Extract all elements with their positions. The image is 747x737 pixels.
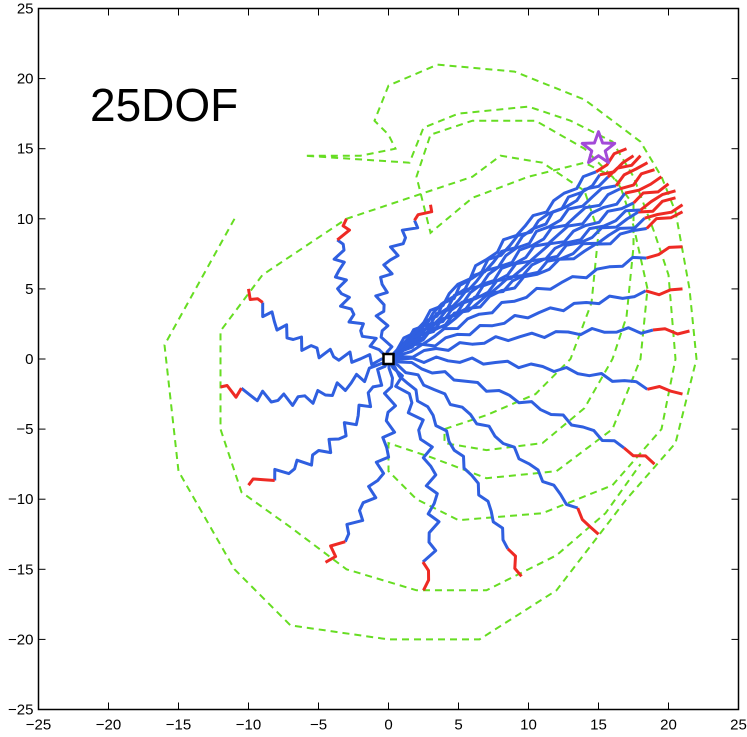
x-tick-label: 25 (730, 717, 747, 734)
trajectory-tip (624, 175, 663, 195)
y-tick-label: 15 (17, 141, 34, 158)
trajectory-line (387, 208, 641, 361)
trajectory-line (261, 302, 389, 367)
trajectory-tip (644, 203, 684, 220)
x-tick-label: 15 (590, 717, 607, 734)
chart-title: 25DOF (90, 79, 238, 131)
trajectory-tip (645, 210, 684, 230)
boundary-line (163, 63, 698, 641)
trajectory-line (387, 170, 597, 361)
y-tick-label: −15 (8, 561, 33, 578)
trajectory-line (374, 219, 420, 360)
y-tick-label: −20 (8, 631, 33, 648)
trajectory-tip (645, 287, 683, 297)
y-tick-label: −25 (8, 702, 33, 719)
trajectory-tip (506, 547, 523, 578)
trajectory-line (343, 358, 397, 543)
trajectory-tip (619, 168, 655, 191)
x-tick-label: 10 (520, 717, 537, 734)
x-tick-label: 5 (454, 717, 462, 734)
y-tick-label: −5 (16, 421, 33, 438)
trajectory-line (240, 357, 390, 407)
trajectory-tip (614, 161, 649, 187)
trajectory-tip (413, 204, 434, 222)
trajectory-tip (247, 288, 264, 304)
trajectory-tip (336, 218, 351, 242)
x-tick-label: 0 (384, 717, 392, 734)
x-tick-label: −5 (310, 717, 327, 734)
y-tick-label: 20 (17, 71, 34, 88)
axis-ticks: −25 −20 −15 −10 −5 0 5 10 15 20 25 −25 −20 −15 −10 −5 0 5… (8, 1, 747, 734)
trajectory-tip (324, 540, 346, 564)
trajectory-line (387, 358, 510, 550)
goal-star-marker (580, 130, 617, 164)
trajectory-line (388, 326, 654, 361)
x-tick-label: −20 (96, 717, 121, 734)
trajectory-tip (595, 147, 628, 174)
trajectory-tip (576, 507, 600, 536)
trajectory-tip (623, 446, 656, 466)
boundary-series (163, 63, 698, 641)
x-tick-label: −10 (236, 717, 261, 734)
x-tick-label: −15 (166, 717, 191, 734)
trajectory-line (387, 255, 647, 361)
x-tick-label: 20 (660, 717, 677, 734)
markers (382, 130, 617, 366)
trajectory-tip (638, 196, 676, 214)
trajectory-tip (645, 245, 683, 260)
trajectory-tip (247, 477, 275, 487)
trajectory-tip (220, 384, 243, 399)
trajectory-tip (646, 385, 683, 396)
trajectory-line (387, 357, 579, 510)
trajectory-tip (639, 189, 676, 212)
y-tick-label: −10 (8, 491, 33, 508)
trajectory-line (387, 210, 639, 361)
trajectory-tip (652, 327, 690, 336)
trajectory-line (273, 358, 390, 481)
trajectory-line (387, 358, 441, 564)
trajectory-line (388, 355, 649, 391)
y-tick-label: 25 (17, 1, 34, 18)
trajectory-tip (599, 154, 635, 177)
trajectory-tip (421, 561, 431, 591)
x-tick-label: −25 (26, 717, 51, 734)
trajectory-line (332, 238, 390, 361)
trajectory-line (388, 357, 625, 450)
y-tick-label: 5 (25, 281, 33, 298)
trajectory-series (220, 147, 690, 591)
trajectory-line (388, 289, 647, 361)
base-marker (382, 352, 395, 366)
trajectory-tip (632, 182, 670, 204)
y-tick-label: 10 (17, 211, 34, 228)
y-tick-label: 0 (25, 351, 33, 368)
